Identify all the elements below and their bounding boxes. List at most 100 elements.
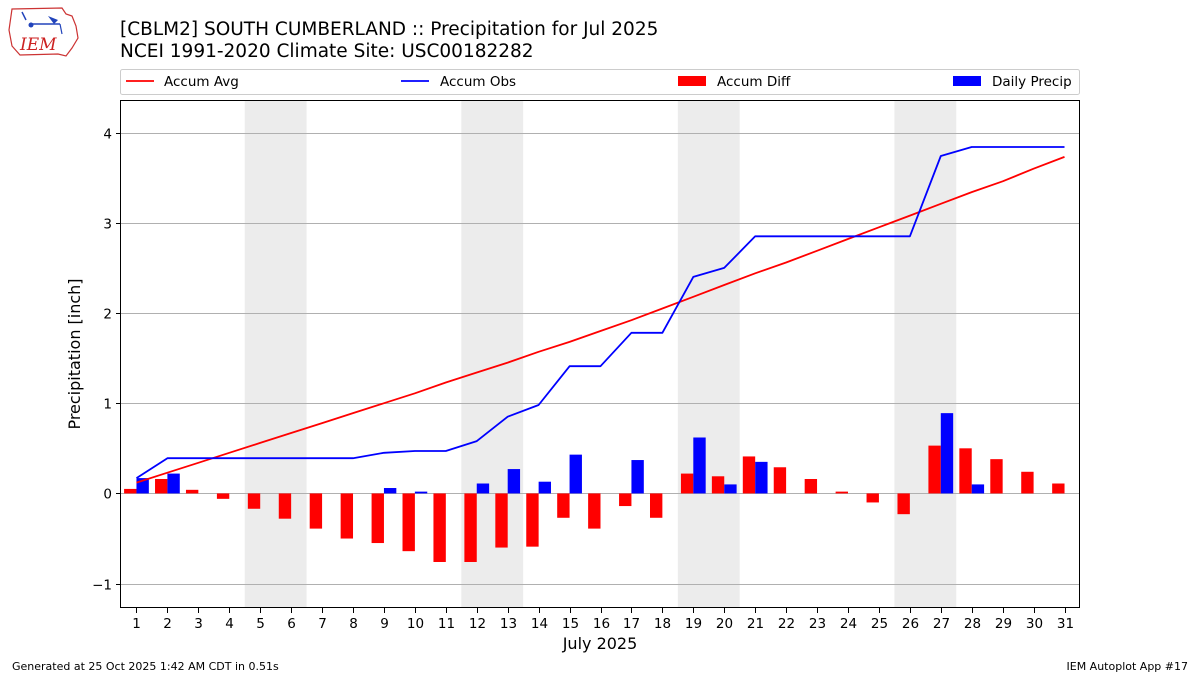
accum-diff-bar-9 [371, 493, 384, 544]
x-tick-label-12: 12 [469, 616, 486, 632]
y-tick-label-4: 3 [103, 217, 112, 233]
accum-lines [136, 146, 1065, 484]
x-tick-label-13: 13 [500, 616, 517, 632]
accum-diff-bar-20 [711, 476, 725, 494]
accum-diff-bar-27 [928, 445, 941, 494]
x-tick-label-15: 15 [562, 616, 579, 632]
accum-diff-bar-7 [309, 493, 323, 529]
legend-swatch-accum-diff [678, 76, 706, 86]
x-tick-label-25: 25 [871, 616, 888, 632]
x-tick-label-24: 24 [840, 616, 857, 632]
daily-precip-bar-27 [940, 413, 954, 494]
x-tick-label-11: 11 [438, 616, 455, 632]
x-tick-label-16: 16 [593, 616, 610, 632]
accum-diff-bar-25 [866, 493, 879, 503]
accum-diff-bar-11 [433, 493, 446, 562]
x-tick-label-21: 21 [747, 616, 764, 632]
accum-diff-bar-18 [649, 493, 663, 518]
accum-diff-bar-1 [124, 488, 137, 494]
y-tick-label-3: 2 [103, 307, 112, 323]
daily-precip-bar-28 [971, 484, 985, 494]
chart-title: [CBLM2] SOUTH CUMBERLAND :: Precipitatio… [120, 19, 658, 40]
daily-precip-bar-10 [414, 491, 428, 494]
y-tick-label-0: −1 [92, 578, 112, 594]
weekend-bands [244, 101, 957, 608]
accum-diff-bar-14 [526, 493, 539, 547]
x-tick-label-27: 27 [933, 616, 950, 632]
accum-diff-bar-2 [155, 478, 168, 494]
accum-diff-bar-31 [1052, 483, 1065, 494]
x-tick-label-19: 19 [685, 616, 702, 632]
daily-precip-bar-15 [569, 454, 582, 494]
logo-text: IEM [19, 35, 57, 55]
daily-precip-bars [136, 413, 985, 494]
accum-diff-bar-5 [247, 493, 261, 509]
legend-label-accum-avg: Accum Avg [164, 74, 239, 90]
x-tick-label-10: 10 [407, 616, 424, 632]
accum-diff-bar-26 [897, 493, 910, 515]
weekend-band-2 [677, 101, 740, 608]
y-axis: −1 0 1 2 3 4 [92, 127, 121, 594]
plot-frame [120, 100, 1080, 608]
legend-label-accum-obs: Accum Obs [440, 74, 516, 90]
x-tick-label-9: 9 [380, 616, 389, 632]
accum-diff-bar-16 [588, 493, 601, 529]
app-footer: IEM Autoplot App #17 [1067, 660, 1189, 673]
x-tick-label-1: 1 [132, 616, 141, 632]
accum-diff-bar-6 [278, 493, 292, 519]
x-tick-label-6: 6 [287, 616, 296, 632]
accum-diff-bar-12 [464, 493, 477, 562]
accum-diff-bar-15 [557, 493, 570, 518]
accum-diff-bar-4 [216, 493, 230, 499]
x-tick-label-8: 8 [349, 616, 358, 632]
legend-label-daily-precip: Daily Precip [992, 74, 1072, 90]
legend-label-accum-diff: Accum Diff [717, 74, 791, 90]
daily-precip-bar-20 [724, 484, 737, 494]
x-tick-label-31: 31 [1057, 616, 1074, 632]
accum-diff-bar-30 [1021, 471, 1034, 494]
daily-precip-bar-19 [693, 437, 706, 494]
x-tick-label-30: 30 [1026, 616, 1043, 632]
accum-diff-bar-19 [680, 473, 694, 494]
daily-precip-bar-21 [755, 461, 768, 494]
accum-diff-bar-3 [185, 489, 199, 494]
x-tick-label-4: 4 [225, 616, 234, 632]
x-tick-label-3: 3 [194, 616, 203, 632]
accum-avg-line [136, 156, 1065, 484]
x-tick-label-7: 7 [318, 616, 327, 632]
x-tick-label-14: 14 [531, 616, 548, 632]
daily-precip-bar-14 [538, 481, 552, 494]
daily-precip-bar-12 [476, 483, 490, 494]
daily-precip-bar-2 [167, 473, 180, 494]
y-tick-label-2: 1 [103, 397, 112, 413]
accum-diff-bar-17 [619, 493, 632, 507]
accum-diff-bar-13 [495, 493, 508, 548]
x-tick-label-28: 28 [964, 616, 981, 632]
iem-logo: IEM [8, 7, 79, 57]
x-tick-label-5: 5 [256, 616, 265, 632]
accum-diff-bar-21 [742, 456, 756, 494]
x-tick-label-29: 29 [995, 616, 1012, 632]
x-tick-label-26: 26 [902, 616, 919, 632]
y-tick-label-5: 4 [103, 127, 112, 143]
accum-diff-bar-22 [773, 467, 787, 494]
daily-precip-bar-17 [631, 460, 644, 494]
accum-diff-bar-23 [804, 478, 818, 494]
accum-obs-line [136, 146, 1065, 479]
chart-subtitle: NCEI 1991-2020 Climate Site: USC00182282 [120, 41, 534, 62]
x-tick-label-18: 18 [654, 616, 671, 632]
x-axis-label: July 2025 [562, 634, 638, 653]
x-tick-label-20: 20 [716, 616, 733, 632]
x-axis: 1 2 3 4 5 6 7 8 9 10 11 12 13 14 15 16 17 18 19 20 21 22 23 24 2… [132, 608, 1074, 632]
legend: Accum Avg Accum Obs Accum Diff Daily Pre… [120, 69, 1080, 95]
daily-precip-bar-13 [507, 469, 521, 494]
accum-diff-bar-24 [835, 491, 848, 494]
x-tick-label-17: 17 [623, 616, 640, 632]
accum-diff-bar-8 [340, 493, 354, 539]
daily-precip-bar-9 [383, 488, 397, 494]
accum-diff-bar-29 [990, 459, 1003, 494]
generated-footer: Generated at 25 Oct 2025 1:42 AM CDT in … [12, 660, 279, 673]
weekend-band-3 [894, 101, 957, 608]
y-axis-label: Precipitation [inch] [65, 278, 84, 429]
